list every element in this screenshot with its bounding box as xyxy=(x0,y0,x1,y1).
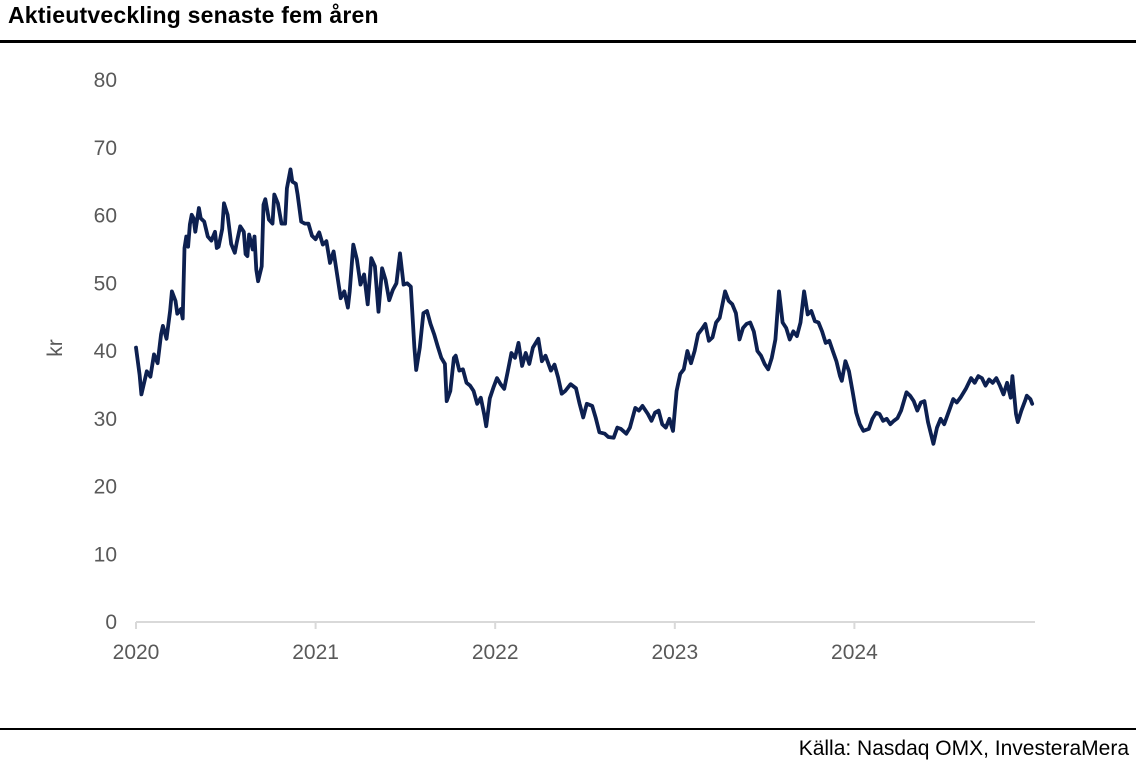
y-axis-tick-label: 50 xyxy=(94,272,117,295)
x-axis-tick-label: 2022 xyxy=(472,641,519,664)
x-axis-tick-label: 2020 xyxy=(113,641,160,664)
title-divider-rule xyxy=(0,40,1136,43)
x-axis-tick-label: 2021 xyxy=(292,641,339,664)
y-axis-tick-label: 60 xyxy=(94,205,117,228)
y-axis-tick-label: 80 xyxy=(94,69,117,92)
x-axis-tick-label: 2024 xyxy=(831,641,878,664)
price-line-series xyxy=(134,167,1035,446)
x-axis-tick-label: 2023 xyxy=(651,641,698,664)
footer-divider-rule xyxy=(0,728,1136,730)
y-axis-unit-label: kr xyxy=(44,339,67,357)
source-attribution: Källa: Nasdaq OMX, InvesteraMera xyxy=(798,737,1129,760)
y-axis-tick-label: 40 xyxy=(94,340,117,363)
y-axis-tick-label: 0 xyxy=(105,611,117,634)
y-axis-tick-label: 30 xyxy=(94,408,117,431)
y-axis-tick-label: 10 xyxy=(94,543,117,566)
chart-title: Aktieutveckling senaste fem åren xyxy=(8,2,379,28)
y-axis-tick-label: 20 xyxy=(94,476,117,499)
y-axis-tick-label: 70 xyxy=(94,137,117,160)
